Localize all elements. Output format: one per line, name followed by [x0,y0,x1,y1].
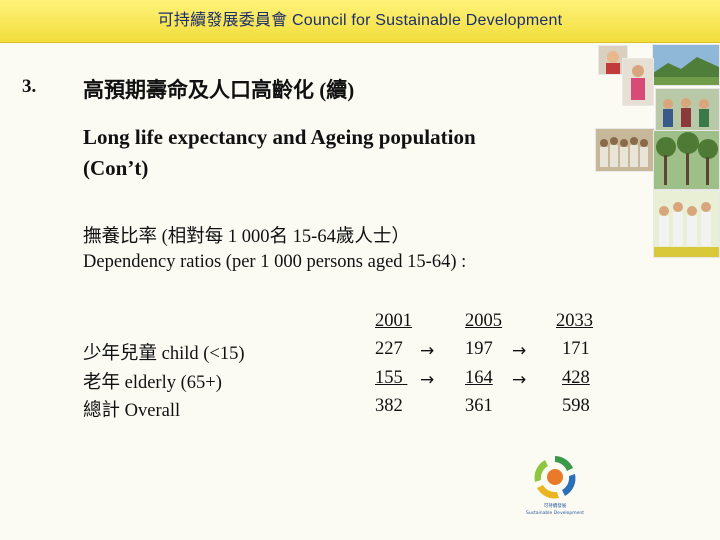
cell-elderly-2001: 155 [375,368,407,389]
photo-students [653,190,720,258]
cell-overall-2001: 382 [375,396,403,416]
arrow-right-icon: → [420,370,435,390]
row-label-child: 少年兒童 child (<15) [83,344,245,364]
header-title: 可持續發展委員會 Council for Sustainable Develop… [157,12,563,29]
cell-child-2033: 171 [562,339,590,359]
photo-group-1 [655,88,720,132]
slide-title-en-line1: Long life expectancy and Ageing populati… [83,125,476,149]
photo-crowd [595,128,655,172]
arrow-right-icon: → [420,341,435,361]
council-logo: 可持續發展 Sustainable Development [525,452,585,524]
cell-elderly-2033: 428 [562,368,590,388]
cell-elderly-2005: 164 [465,368,493,388]
arrow-right-icon: → [512,370,527,390]
photo-person [622,58,654,106]
arrow-right-icon: → [512,341,527,361]
slide-title-zh: 高預期壽命及人口高齡化 (續) [83,78,355,102]
subtitle-zh: 撫養比率 (相對每 1 000名 15-64歲人士） [83,227,410,247]
column-header-2001: 2001 [375,311,412,331]
logo-name-zh: 可持續發展 [543,504,567,509]
recycle-logo-icon [534,456,576,499]
row-label-elderly: 老年 elderly (65+) [83,373,222,393]
header-bar: 可持續發展委員會 Council for Sustainable Develop… [0,0,720,43]
slide-title-en: Long life expectancy and Ageing populati… [83,122,603,184]
cell-child-2005: 197 [465,339,493,359]
subtitle-en: Dependency ratios (per 1 000 persons age… [83,252,467,272]
column-header-2005: 2005 [465,311,502,331]
logo-name-en: Sustainable Development [525,511,585,516]
photo-forest [653,130,720,190]
column-header-2033: 2033 [556,311,593,331]
cell-child-2001: 227 [375,339,403,359]
cell-overall-2005: 361 [465,396,493,416]
photo-landscape [652,44,720,86]
cell-elderly-2001-value: 155 [375,368,403,388]
slide-title-en-line2: (Con’t) [83,156,149,180]
section-number: 3. [22,76,37,97]
row-label-overall: 總計 Overall [83,401,181,421]
cell-overall-2033: 598 [562,396,590,416]
